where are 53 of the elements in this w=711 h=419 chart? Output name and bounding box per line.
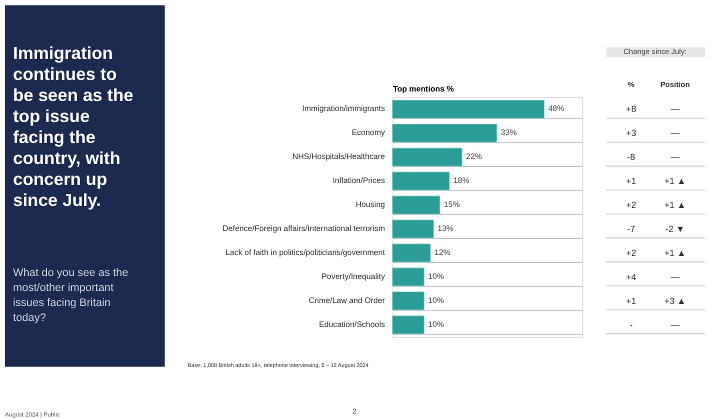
bar (392, 172, 450, 190)
text: -2 ▼ (665, 224, 685, 234)
y-tick-label: Crime/Law and Order (308, 296, 386, 305)
bar (392, 268, 424, 286)
text: +4 (626, 272, 636, 282)
text: +1 ▲ (664, 176, 686, 186)
text: — (670, 128, 680, 138)
text: +3 ▲ (664, 296, 686, 306)
text: -7 (627, 224, 636, 234)
data-label: 10% (428, 272, 444, 281)
text: +1 (626, 176, 636, 186)
y-tick-label: Immigration/immigrants (302, 104, 385, 114)
text: +3 (626, 128, 636, 138)
bar (392, 124, 498, 142)
bar (392, 316, 424, 334)
data-label: 18% (453, 176, 470, 186)
text: +1 ▲ (664, 248, 686, 258)
data-label: 10% (428, 296, 444, 305)
y-tick-label: Education/Schools (318, 320, 385, 329)
bar (392, 292, 424, 310)
y-tick-label: Inflation/Prices (332, 176, 385, 186)
text: +1 (626, 296, 636, 306)
text: +2 (626, 200, 636, 210)
y-tick-label: Housing (356, 200, 385, 210)
text: Immigration continues to be seen as the top issue facing the country, with concern up since July. (12, 43, 134, 210)
bar (392, 244, 431, 262)
y-tick-label: Lack of faith in politics/politicians/government (225, 248, 386, 257)
text: +8 (626, 104, 636, 114)
bar (392, 196, 440, 214)
text: — (670, 272, 680, 282)
text: — (670, 320, 680, 330)
data-label: 13% (438, 224, 454, 233)
text: - (630, 320, 633, 330)
text: +1 ▲ (664, 200, 686, 210)
text: -8 (627, 152, 636, 162)
data-label: 10% (428, 320, 444, 329)
data-label: 15% (444, 200, 460, 210)
data-label: 12% (434, 248, 450, 257)
y-tick-label: NHS/Hospitals/Healthcare (292, 152, 386, 162)
text: — (670, 152, 680, 162)
y-tick-label: Poverty/Inequality (322, 272, 385, 281)
y-tick-label: Defence/Foreign affairs/International terrorism (222, 224, 386, 233)
x-axis-title: Top mentions % (392, 84, 454, 94)
data-label: 48% (548, 104, 564, 114)
bar (392, 100, 545, 118)
bar (392, 220, 434, 238)
text: — (670, 104, 680, 114)
bar (392, 148, 462, 166)
y-tick-label: Economy (352, 128, 385, 138)
data-label: 33% (500, 128, 517, 138)
data-label: 22% (466, 152, 482, 162)
text: +2 (626, 248, 636, 258)
text: What do you see as the most/other important issues facing Britain today? (12, 266, 128, 324)
